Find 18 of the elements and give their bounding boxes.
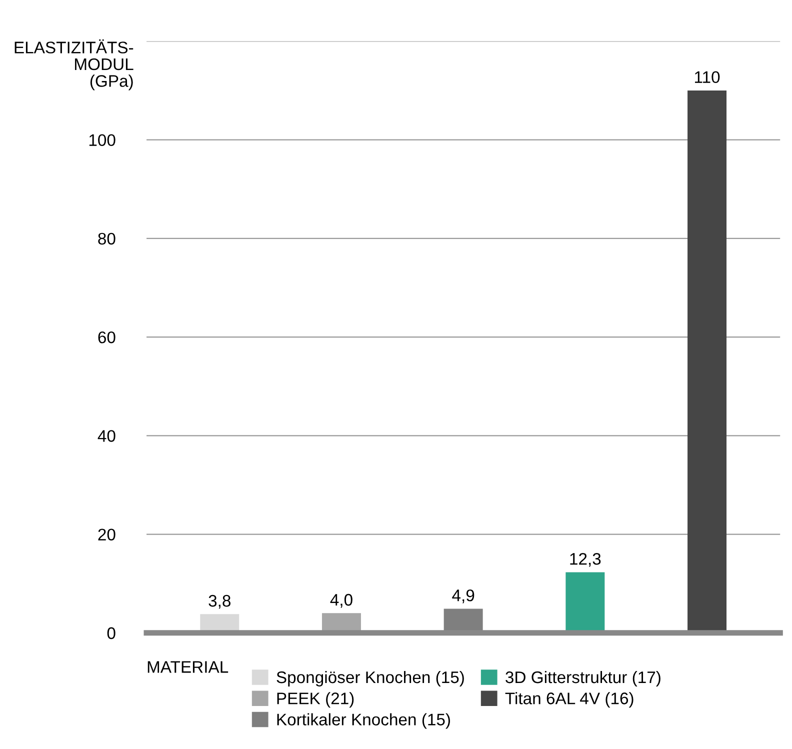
data-label: 110	[694, 71, 720, 84]
data-label: 12,3	[570, 552, 601, 567]
y-tick-label: 0	[107, 627, 116, 640]
data-label: 3,8	[208, 594, 230, 609]
y-tick-label: 20	[98, 528, 116, 540]
y-axis-title: ELASTIZITÄTS- MODUL (GPa)	[14, 39, 134, 90]
y-tick-label: 100	[89, 134, 116, 146]
legend-title: MATERIAL	[148, 661, 228, 673]
y-tick-label: 60	[98, 331, 116, 344]
legend-label: Spongiöser Knochen (15)	[276, 670, 464, 686]
legend-label: Kortikaler Knochen (15)	[277, 713, 450, 729]
y-tick-label: 40	[98, 430, 116, 442]
legend-label: Titan 6AL 4V (16)	[505, 692, 634, 708]
legend-label: PEEK (21)	[277, 692, 354, 708]
data-label: 4,9	[452, 589, 474, 604]
legend-label: 3D Gitterstruktur (17)	[506, 670, 660, 686]
y-tick-label: 80	[98, 232, 116, 245]
data-label: 4,0	[330, 594, 352, 608]
